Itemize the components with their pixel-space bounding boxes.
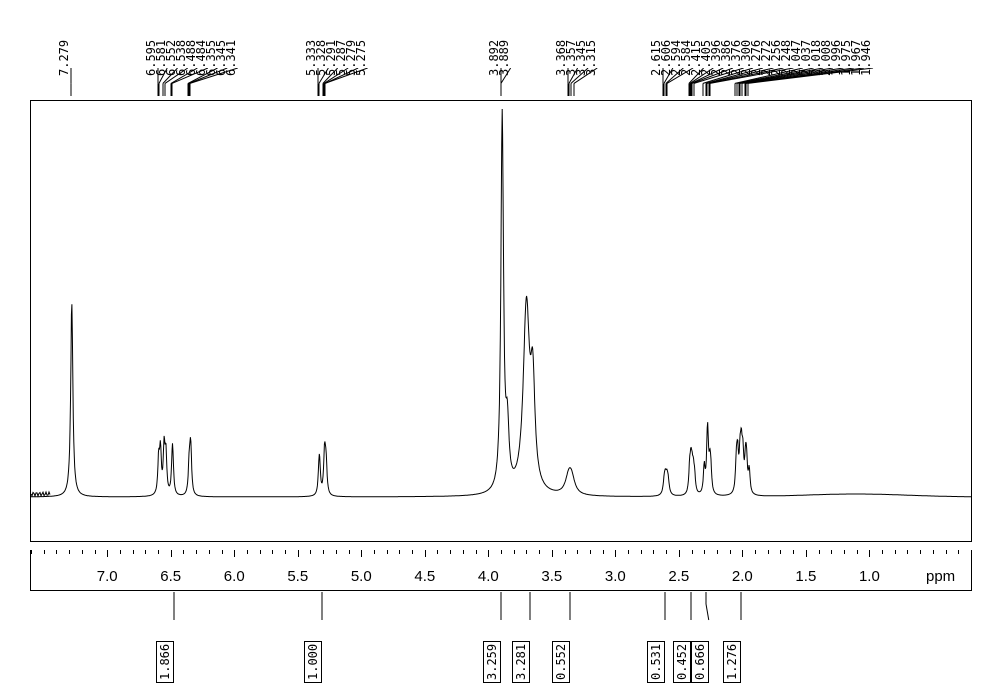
peak-label: 7.279 [57, 40, 71, 76]
axis-tick-label: 2.5 [668, 568, 689, 585]
axis-tick-label: 2.0 [732, 568, 753, 585]
axis-tick-label: 4.5 [414, 568, 435, 585]
spectrum-trace [31, 101, 971, 541]
integral-label: 0.531 [647, 641, 665, 683]
axis-unit-label: ppm [926, 568, 955, 585]
axis-tick-label: 1.0 [859, 568, 880, 585]
axis-tick-label: 6.0 [224, 568, 245, 585]
axis-tick-label: 3.5 [541, 568, 562, 585]
integral-label: 0.666 [691, 641, 709, 683]
spectrum-plot [30, 100, 972, 542]
axis-tick-label: 5.0 [351, 568, 372, 585]
axis-tick-label: 1.5 [795, 568, 816, 585]
x-axis: 7.0 6.5 6.0 5.5 5.0 4.5 4.0 3.5 3.0 2.5 2.0 1.5 1.0 p… [30, 550, 972, 591]
axis-tick-label: 6.5 [160, 568, 181, 585]
axis-tick-label: 5.5 [287, 568, 308, 585]
integral-label: 3.281 [512, 641, 530, 683]
integral-label: 0.452 [673, 641, 691, 683]
integral-label: 1.866 [156, 641, 174, 683]
axis-tick-label: 3.0 [605, 568, 626, 585]
integral-label: 3.259 [483, 641, 501, 683]
integral-label: 1.276 [723, 641, 741, 683]
axis-tick-label: 4.0 [478, 568, 499, 585]
axis-tick-label: 7.0 [97, 568, 118, 585]
integral-label: 1.000 [304, 641, 322, 683]
integral-label: 0.552 [552, 641, 570, 683]
